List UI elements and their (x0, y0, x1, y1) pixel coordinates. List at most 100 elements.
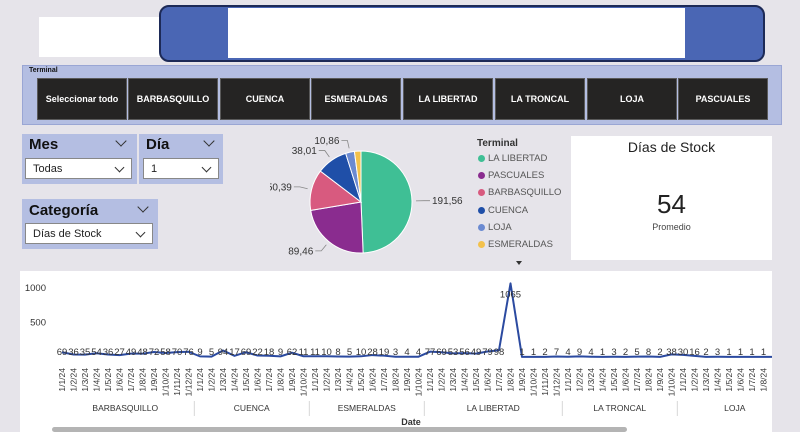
legend-dot-icon (478, 241, 485, 248)
data-label: 54 (91, 347, 102, 358)
data-label: 48 (137, 347, 148, 358)
data-label: 94 (218, 347, 229, 358)
terminal-button-pascuales[interactable]: PASCUALES (678, 78, 768, 120)
data-label: 4 (416, 347, 421, 358)
x-tick-label: 1/1/24 (310, 368, 320, 392)
legend-item[interactable]: ESMERALDAS (478, 239, 553, 250)
legend-item[interactable]: LOJA (478, 222, 512, 233)
terminal-button-seleccionar-todo[interactable]: Seleccionar todo (37, 78, 127, 120)
x-tick-label: 1/6/24 (368, 368, 378, 392)
x-tick-label: 1/4/24 (460, 368, 470, 392)
x-tick-label: 1/2/24 (690, 368, 700, 392)
x-tick-label: 1/12/24 (552, 368, 562, 397)
pie-slice-la-libertad[interactable] (360, 150, 413, 254)
x-tick-label: 1/10/24 (299, 368, 309, 397)
x-tick-label: 1/7/24 (126, 368, 136, 392)
line-series[interactable] (61, 282, 772, 358)
data-label: 9 (577, 347, 582, 358)
legend-label: LA LIBERTAD (488, 153, 548, 164)
x-tick-label: 1/9/24 (770, 368, 772, 392)
x-tick-label: 1/6/24 (115, 368, 125, 392)
terminal-button-loja[interactable]: LOJA (587, 78, 677, 120)
line-chart-panel (20, 271, 772, 432)
x-tick-label: 1/5/24 (356, 368, 366, 392)
terminal-slicer-title: Terminal (29, 67, 58, 74)
legend-item[interactable]: CUENCA (478, 205, 528, 216)
data-label: 5 (634, 347, 639, 358)
x-tick-label: 1/4/24 (345, 368, 355, 392)
x-tick-label: 1/10/24 (414, 368, 424, 397)
legend-label: PASCUALES (488, 170, 545, 182)
data-label: 76 (183, 347, 194, 358)
pie-data-label: 191,56 (432, 196, 463, 207)
pie-slice-esmeraldas[interactable] (353, 150, 362, 203)
terminal-button-barbasquillo[interactable]: BARBASQUILLO (128, 78, 218, 120)
data-label: 38 (666, 347, 677, 358)
x-tick-label: 1/3/24 (701, 368, 711, 392)
pie-data-label: 10,86 (314, 136, 339, 147)
categoria-dropdown[interactable]: Días de Stock (25, 223, 153, 244)
x-tick-label: 1/6/24 (621, 368, 631, 392)
x-tick-label: 1/12/24 (184, 368, 194, 397)
terminal-button-la-libertad[interactable]: LA LIBERTAD (403, 78, 493, 120)
data-label: 49 (471, 347, 482, 358)
x-tick-label: 1/2/24 (322, 368, 332, 392)
legend-item[interactable]: LA LIBERTAD (478, 153, 547, 164)
terminal-button-cuenca[interactable]: CUENCA (220, 78, 310, 120)
scroll-down-icon[interactable] (516, 261, 522, 265)
data-label: 9 (278, 347, 283, 358)
data-label: 7 (554, 347, 559, 358)
x-tick-label: 1/3/24 (218, 368, 228, 392)
dia-title: Día (146, 136, 170, 153)
header-title-area (228, 8, 685, 58)
data-label: 49 (126, 347, 137, 358)
card-value: 54 (657, 189, 686, 219)
x-tick-label: 1/6/24 (253, 368, 263, 392)
x-tick-label: 1/5/24 (471, 368, 481, 392)
x-tick-label: 1/10/24 (529, 368, 539, 397)
data-label: 9 (197, 347, 202, 358)
legend-item[interactable]: PASCUALES (478, 170, 544, 181)
legend-dot-icon (478, 206, 485, 214)
pie-data-label: 38,01 (292, 146, 317, 157)
pie-data-label: 50,39 (270, 182, 292, 193)
legend-item[interactable]: BARBASQUILLO (478, 187, 561, 198)
data-label: 72 (149, 347, 160, 358)
data-label: 79 (482, 347, 493, 358)
data-label: 10 (356, 347, 367, 358)
x-tick-label: 1/7/24 (632, 368, 642, 392)
pie-slice-pascuales[interactable] (310, 201, 364, 254)
categoria-value: Días de Stock (33, 227, 102, 240)
x-tick-label: 1/10/24 (161, 368, 171, 397)
data-label: 1065 (500, 289, 521, 300)
legend-dot-icon (478, 223, 485, 231)
x-tick-label: 1/8/24 (276, 368, 286, 392)
x-tick-label: 1/8/24 (506, 368, 516, 392)
data-label: 10 (321, 347, 332, 358)
x-tick-label: 1/8/24 (391, 368, 401, 392)
x-group-label: CUENCA (234, 403, 270, 413)
x-tick-label: 1/9/24 (149, 368, 159, 392)
horizontal-scrollbar[interactable] (52, 427, 627, 432)
terminal-button-la-troncal[interactable]: LA TRONCAL (495, 78, 585, 120)
pie-leader-line (318, 150, 330, 158)
x-tick-label: 1/7/24 (747, 368, 757, 392)
data-label: 1 (519, 347, 524, 358)
pie-leader-line (293, 186, 308, 190)
x-tick-label: 1/1/24 (57, 368, 67, 392)
data-label: 98 (494, 347, 505, 358)
data-label: 77 (425, 347, 436, 358)
x-tick-label: 1/1/24 (195, 368, 205, 392)
mes-dropdown[interactable]: Todas (25, 158, 132, 179)
data-label: 1 (726, 347, 731, 358)
x-tick-label: 1/8/24 (138, 368, 148, 392)
terminal-button-esmeraldas[interactable]: ESMERALDAS (311, 78, 401, 120)
data-label: 5 (347, 347, 352, 358)
x-group-label: LOJA (724, 403, 746, 413)
data-label: 69 (241, 347, 252, 358)
x-tick-label: 1/5/24 (609, 368, 619, 392)
dia-dropdown[interactable]: 1 (143, 158, 219, 179)
data-label: 30 (678, 347, 689, 358)
data-label: 8 (646, 347, 651, 358)
data-label: 3 (393, 347, 398, 358)
